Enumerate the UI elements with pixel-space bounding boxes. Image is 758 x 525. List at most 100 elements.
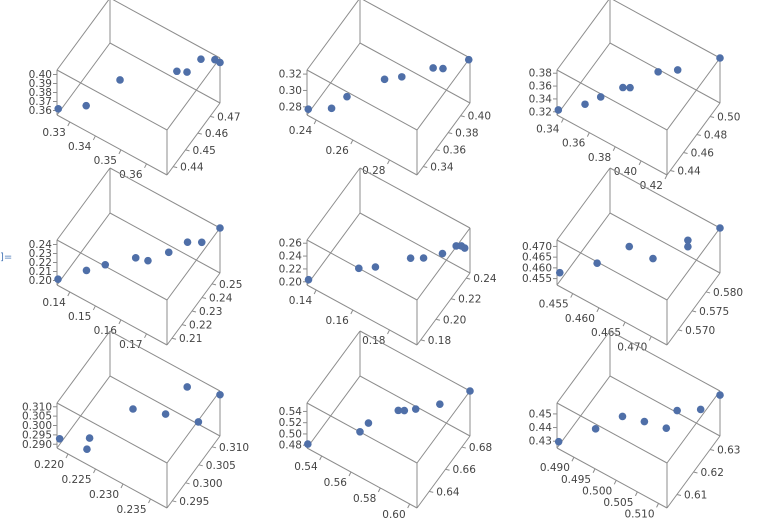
x-tick-label: 0.495 bbox=[561, 474, 591, 486]
box-edge bbox=[56, 239, 168, 301]
data-point bbox=[400, 406, 409, 415]
box-edge bbox=[416, 57, 471, 131]
data-point bbox=[197, 55, 205, 63]
box-edge bbox=[166, 272, 221, 346]
data-point bbox=[83, 445, 91, 453]
data-point bbox=[581, 100, 589, 109]
y-tick bbox=[466, 277, 471, 280]
box-edge bbox=[306, 375, 361, 449]
y-tick-label: 0.305 bbox=[206, 460, 236, 472]
box-edge bbox=[56, 447, 168, 509]
x-tick bbox=[638, 160, 642, 166]
y-tick-label: 0.21 bbox=[179, 333, 202, 345]
z-tick-label: 0.23 bbox=[29, 248, 52, 260]
data-point bbox=[216, 224, 224, 232]
x-tick bbox=[144, 333, 147, 339]
x-tick-label: 0.18 bbox=[362, 335, 385, 347]
z-tick-label: 0.38 bbox=[529, 68, 552, 80]
y-tick-label: 0.295 bbox=[179, 496, 209, 508]
data-point bbox=[54, 275, 62, 283]
data-point bbox=[194, 418, 203, 426]
box-edge bbox=[56, 375, 111, 449]
y-tick bbox=[435, 149, 440, 152]
y-tick bbox=[461, 446, 466, 449]
box-edge bbox=[306, 212, 361, 286]
y-tick bbox=[173, 166, 178, 169]
x-tick-label: 0.14 bbox=[289, 295, 313, 307]
z-tick-label: 0.36 bbox=[529, 81, 553, 93]
box-edge bbox=[666, 272, 721, 346]
data-point bbox=[591, 425, 600, 433]
box-edge bbox=[556, 212, 611, 286]
x-tick-label: 0.510 bbox=[624, 508, 654, 520]
box-edge bbox=[666, 57, 721, 131]
y-tick-label: 0.46 bbox=[691, 148, 715, 160]
data-point bbox=[662, 424, 671, 432]
x-tick bbox=[596, 307, 600, 313]
x-tick bbox=[612, 146, 616, 151]
data-point bbox=[116, 76, 124, 84]
plot-canvas: 0.24 0.26 0.28 0.34 0.36 0.38 0.40 0.28 0.30 0.32 bbox=[279, 0, 491, 177]
x-tick bbox=[65, 453, 69, 459]
data-point bbox=[173, 67, 181, 76]
box-edge bbox=[556, 239, 668, 301]
box-edge bbox=[556, 402, 668, 464]
y-tick-label: 0.61 bbox=[684, 490, 707, 502]
data-point bbox=[466, 387, 474, 395]
z-tick-label: 0.28 bbox=[279, 101, 302, 113]
data-point bbox=[343, 92, 351, 101]
y-tick bbox=[172, 500, 177, 503]
y-tick bbox=[670, 170, 675, 172]
x-tick-label: 0.460 bbox=[565, 313, 595, 325]
z-tick-label: 0.290 bbox=[22, 439, 52, 451]
y-tick bbox=[693, 471, 698, 474]
x-tick bbox=[67, 121, 71, 127]
z-tick-label: 0.24 bbox=[29, 239, 53, 251]
box-edge bbox=[56, 284, 168, 346]
z-tick-label: 0.34 bbox=[529, 93, 553, 105]
box-edge bbox=[306, 69, 418, 131]
x-tick bbox=[570, 293, 574, 298]
x-tick-label: 0.60 bbox=[382, 509, 405, 521]
y-tick bbox=[185, 149, 190, 152]
y-tick-label: 0.50 bbox=[717, 112, 740, 124]
data-point bbox=[716, 224, 724, 232]
data-point bbox=[183, 238, 192, 246]
plot-canvas: 0.140.160.18 0.180.200.220.240.200.220.24… bbox=[279, 167, 497, 347]
x-tick-label: 0.225 bbox=[61, 474, 91, 486]
data-point bbox=[716, 54, 724, 62]
y-tick-label: 0.22 bbox=[189, 320, 212, 332]
y-tick-label: 0.24 bbox=[473, 273, 497, 285]
scatter-plot-6: 0.455 0.460 0.465 0.470 0.570 0.575 0.580 0.455… bbox=[505, 167, 755, 353]
box-edge bbox=[556, 69, 668, 131]
plot-canvas: 0.140.150.160.17 0.210.220.230.240.250.20… bbox=[29, 167, 242, 351]
box-edge bbox=[666, 390, 721, 464]
x-tick bbox=[387, 329, 390, 335]
box-edge bbox=[556, 42, 611, 116]
data-point bbox=[55, 434, 64, 443]
y-tick-label: 0.570 bbox=[685, 325, 715, 337]
z-tick-label: 0.24 bbox=[279, 251, 303, 263]
box-edge bbox=[609, 42, 721, 104]
x-tick-label: 0.36 bbox=[562, 138, 586, 150]
y-tick-label: 0.23 bbox=[199, 306, 222, 318]
x-tick-label: 0.33 bbox=[42, 127, 65, 139]
x-tick-label: 0.38 bbox=[588, 152, 611, 164]
z-tick-label: 0.30 bbox=[279, 85, 302, 97]
data-point bbox=[327, 104, 336, 113]
y-tick bbox=[678, 329, 683, 332]
data-point bbox=[554, 437, 563, 446]
x-tick bbox=[350, 139, 354, 145]
x-tick bbox=[592, 468, 596, 473]
box-edge bbox=[556, 330, 611, 404]
data-point bbox=[406, 254, 415, 262]
x-tick-label: 0.505 bbox=[603, 497, 633, 509]
data-point bbox=[183, 383, 191, 391]
box-edge bbox=[56, 69, 168, 131]
y-tick-label: 0.18 bbox=[428, 335, 451, 347]
data-point bbox=[554, 106, 563, 114]
y-tick-label: 0.63 bbox=[717, 445, 740, 457]
y-tick-label: 0.38 bbox=[455, 128, 478, 140]
